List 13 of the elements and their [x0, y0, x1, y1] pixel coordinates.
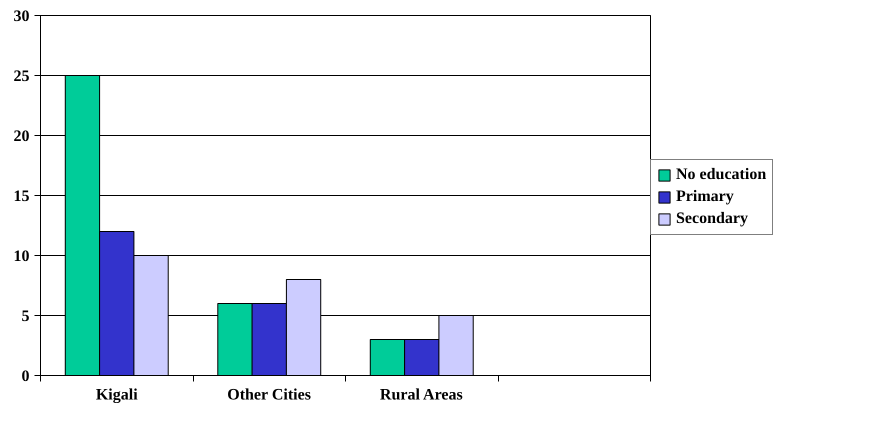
x-tick-label: Rural Areas — [380, 386, 463, 404]
y-tick-label: 10 — [14, 248, 30, 265]
legend-label: Primary — [676, 188, 734, 206]
y-tick-label: 5 — [22, 308, 30, 325]
y-tick-label: 15 — [14, 188, 30, 205]
y-tick-label: 0 — [22, 368, 30, 385]
x-tick-label: Other Cities — [227, 386, 311, 404]
x-tick-label: Kigali — [96, 386, 138, 404]
legend-label: Secondary — [676, 210, 748, 228]
y-tick-label: 30 — [14, 8, 30, 25]
y-tick-label: 20 — [14, 128, 30, 145]
y-tick-label: 25 — [14, 68, 30, 85]
legend-label: No education — [676, 166, 766, 184]
